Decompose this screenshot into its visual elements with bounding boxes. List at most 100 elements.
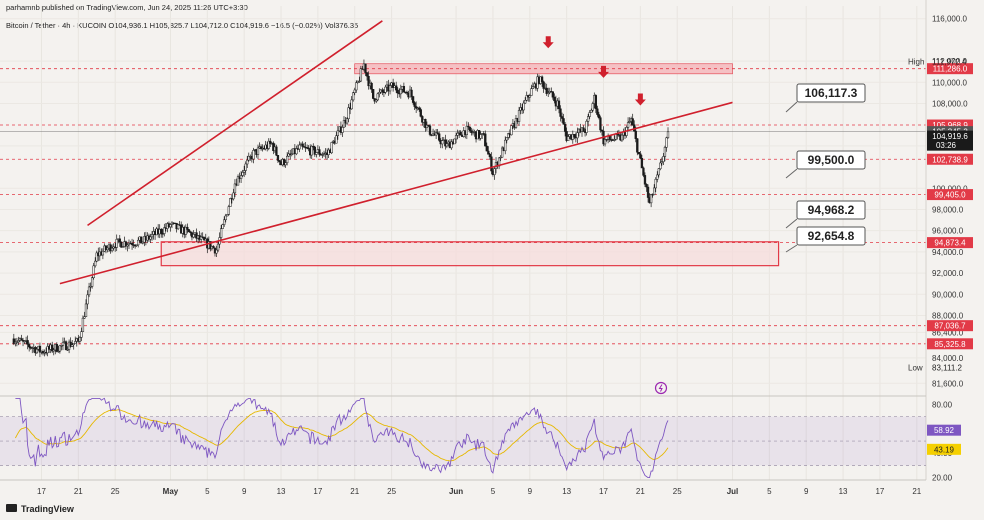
candle-body [365, 72, 369, 77]
y-tick-label: 100,000.0 [932, 184, 968, 193]
candle-body [259, 146, 263, 149]
candle-body [52, 349, 55, 352]
candle-body [585, 120, 588, 133]
candle-body [81, 317, 85, 332]
x-tick-label: 21 [74, 487, 83, 496]
candle-body [269, 140, 272, 144]
candle-body [120, 241, 123, 248]
candle-body [347, 107, 350, 119]
y-tick-label: 92,000.0 [932, 269, 964, 278]
candle-body [633, 124, 636, 132]
callout-pointer [785, 218, 798, 229]
candle-body [282, 159, 286, 166]
candle-body [12, 338, 15, 344]
candle-body [628, 121, 631, 123]
x-tick-label: 25 [111, 487, 120, 496]
candle-body [135, 244, 138, 246]
price-axis[interactable]: 116,000.0 112,000.0 110,000.0 108,000.0 104,… [908, 0, 973, 483]
callout-text: 106,117.3 [805, 86, 858, 100]
candle-body [29, 346, 32, 349]
callout-text: 94,968.2 [808, 203, 855, 217]
candle-body [591, 103, 594, 111]
candle-body [66, 349, 69, 351]
candle-body [58, 345, 62, 352]
candle-body [424, 118, 427, 129]
tradingview-logo: TradingView [6, 504, 75, 514]
candle-body [540, 76, 544, 83]
candle-body [200, 236, 203, 240]
level-tag-text: 105,968.9 [932, 121, 968, 130]
candle-body [298, 144, 301, 150]
time-axis[interactable]: 17 21 25 May 5 9 13 17 21 25 Jun 5 9 13 17 21 25 Jul 5 9 13 1… [37, 487, 922, 496]
candle-body [646, 186, 650, 198]
candle-body [639, 153, 642, 159]
candle-body [665, 137, 668, 148]
callout-box [796, 150, 866, 170]
candle-body [243, 170, 246, 173]
alert-icon[interactable] [654, 381, 668, 395]
candle-body [657, 168, 660, 176]
candle-body [223, 219, 226, 225]
candle-body [115, 239, 118, 248]
level-tag-text: 99,405.0 [934, 191, 966, 200]
candle-body [465, 125, 468, 135]
candle-body [80, 331, 83, 338]
candle-body [302, 146, 306, 148]
candle-body [662, 156, 665, 162]
candle-body [137, 239, 140, 246]
level-tag-text: 102,738.9 [932, 155, 968, 164]
candle-body [149, 236, 152, 240]
countdown-text: 03:26 [936, 141, 957, 150]
y-tick-label: 84,000.0 [932, 354, 964, 363]
candle-body [312, 146, 315, 148]
candle-body [87, 286, 91, 296]
candle-body [375, 99, 378, 102]
x-tick-label: 13 [277, 487, 286, 496]
x-tick-label: 9 [528, 487, 533, 496]
level-tag [927, 338, 973, 350]
candle-body [315, 152, 318, 155]
x-tick-label: 17 [313, 487, 322, 496]
candle-body [17, 340, 20, 343]
x-tick-label: 5 [767, 487, 772, 496]
candle-body [444, 139, 447, 147]
level-tag-text: 85,325.8 [934, 340, 966, 349]
candle-body [83, 316, 86, 319]
candle-body [169, 224, 172, 228]
callout-box [796, 83, 866, 103]
candle-body [14, 341, 17, 344]
resistance-zone [354, 63, 733, 75]
candle-body [605, 139, 608, 141]
candle-body [370, 82, 373, 90]
x-tick-label: 21 [636, 487, 645, 496]
candle-body [295, 148, 298, 155]
candle-body [514, 118, 518, 128]
candle-body [60, 345, 63, 347]
price-tag [927, 130, 973, 151]
rsi-value-text: 58.92 [934, 426, 955, 435]
candle-body [307, 147, 310, 150]
candle-body [189, 231, 192, 233]
candle-body [216, 243, 220, 251]
down-arrow-icon [634, 93, 646, 106]
extreme-name: Low [908, 363, 923, 372]
y-tick-label: 116,000.0 [932, 15, 968, 24]
candle-body [341, 127, 344, 133]
level-tag [927, 153, 973, 165]
candle-body [236, 176, 240, 186]
candle-body [590, 109, 593, 113]
candle-body [364, 63, 367, 73]
level-tag-text: 94,873.4 [934, 239, 966, 248]
support-zone [160, 241, 780, 267]
candle-body [20, 338, 23, 341]
candle-body [640, 158, 644, 169]
trendlines-layer [59, 20, 733, 285]
candle-body [241, 172, 244, 176]
level-tag-text: 87,036.7 [934, 322, 966, 331]
y-tick-label: 94,000.0 [932, 248, 964, 257]
candle-body [244, 163, 247, 171]
candle-body [318, 149, 321, 155]
level-tag [927, 189, 973, 201]
candle-body [642, 167, 645, 176]
